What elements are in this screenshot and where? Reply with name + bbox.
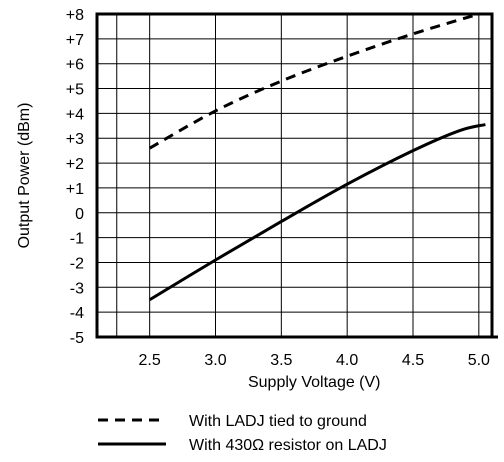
legend-label-430-resistor: With 430Ω resistor on LADJ bbox=[189, 437, 387, 454]
x-axis-label: Supply Voltage (V) bbox=[248, 374, 381, 391]
series-lines bbox=[148, 12, 486, 302]
legend-label-ladj-ground: With LADJ tied to ground bbox=[189, 413, 367, 430]
x-tick-label: 4.5 bbox=[402, 352, 424, 369]
grid bbox=[97, 14, 492, 337]
y-tick-label: +1 bbox=[66, 181, 84, 198]
y-tick-label: +7 bbox=[66, 32, 84, 49]
x-tick-label: 4.0 bbox=[336, 352, 358, 369]
x-tick-label: 2.5 bbox=[139, 352, 161, 369]
x-tick-label: 3.5 bbox=[270, 352, 292, 369]
y-tick-label: +8 bbox=[66, 7, 84, 24]
x-tick-label: 3.0 bbox=[204, 352, 226, 369]
y-tick-label: -3 bbox=[70, 280, 84, 297]
y-tick-label: -4 bbox=[70, 305, 84, 322]
y-tick-label: +4 bbox=[66, 106, 84, 123]
y-tick-label: +3 bbox=[66, 131, 84, 148]
y-axis-label: Output Power (dBm) bbox=[16, 103, 33, 249]
y-tick-label: -2 bbox=[70, 255, 84, 272]
series-line-ladj-ground bbox=[148, 12, 480, 150]
y-tick-label: +6 bbox=[66, 57, 84, 74]
legend: With LADJ tied to ground With 430Ω resis… bbox=[98, 413, 387, 454]
x-tick-label: 5.0 bbox=[468, 352, 490, 369]
plot-frame bbox=[95, 12, 494, 339]
tick-labels: +8 +7 +6 +5 +4 +3 +2 +1 0 -1 -2 -3 -4 -5 2.5 3.0 3.5 4.0 4… bbox=[66, 7, 490, 369]
y-tick-label: -5 bbox=[70, 330, 84, 347]
y-tick-label: +2 bbox=[66, 156, 84, 173]
y-tick-label: -1 bbox=[70, 231, 84, 248]
series-line-430-resistor bbox=[148, 123, 486, 302]
y-tick-label: 0 bbox=[75, 206, 84, 223]
y-tick-label: +5 bbox=[66, 82, 84, 99]
